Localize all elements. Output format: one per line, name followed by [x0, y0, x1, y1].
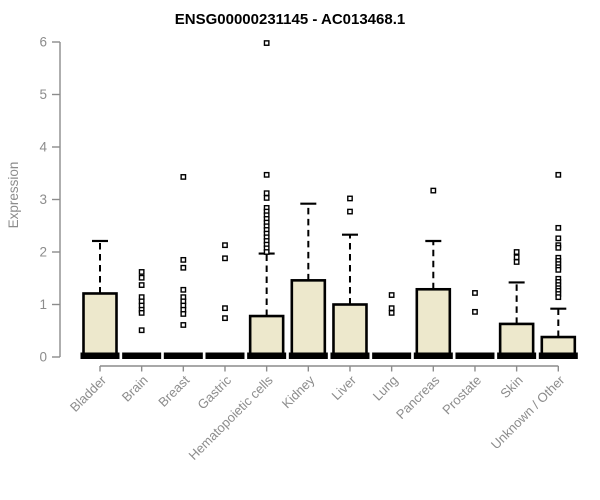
- outlier-point: [472, 290, 478, 296]
- outlier-point: [222, 242, 228, 249]
- x-tick-label-pancreas: Pancreas: [393, 372, 443, 422]
- outlier-point: [347, 208, 353, 215]
- outlier-point: [555, 294, 562, 301]
- iqr-box-skin: [498, 322, 535, 359]
- outlier-point: [180, 311, 187, 317]
- outlier-point: [138, 310, 145, 316]
- chart-title: ENSG00000231145 - AC013468.1: [174, 11, 406, 28]
- y-tick-label: 6: [39, 35, 47, 50]
- y-axis: 0 1 2 3 4 5 6: [39, 35, 61, 365]
- box-prostate: [455, 290, 495, 360]
- outlier-point: [555, 224, 562, 231]
- y-tick-label: 5: [39, 87, 47, 102]
- outlier-point: [138, 282, 145, 288]
- x-tick-label-breast: Breast: [155, 372, 192, 409]
- outlier-point: [138, 269, 145, 275]
- outlier-point: [263, 195, 270, 201]
- outlier-point: [388, 292, 395, 298]
- x-tick-label-kidney: Kidney: [279, 372, 318, 411]
- x-tick-label-skin: Skin: [497, 373, 525, 401]
- box-gastric: [205, 242, 245, 360]
- outlier-point: [180, 286, 187, 293]
- iqr-box-hematopoietic-cells: [248, 314, 285, 359]
- box-unknown-other: [538, 171, 578, 360]
- iqr-box-bladder: [82, 292, 118, 359]
- outlier-point: [472, 308, 478, 315]
- outlier-point: [430, 187, 437, 194]
- outlier-point: [263, 40, 270, 46]
- box-lung: [372, 292, 412, 360]
- outlier-point: [513, 254, 520, 261]
- box-breast: [163, 174, 203, 360]
- box-brain: [122, 269, 162, 360]
- outlier-point: [555, 235, 562, 242]
- x-tick-label-brain: Brain: [119, 373, 151, 405]
- x-tick-label-prostate: Prostate: [439, 373, 484, 418]
- box-pancreas: [413, 187, 453, 360]
- x-tick-label-bladder: Bladder: [67, 372, 110, 415]
- x-tick-label-gastric: Gastric: [194, 372, 234, 412]
- x-tick-label-liver: Liver: [329, 372, 360, 403]
- box-kidney: [288, 202, 328, 360]
- outlier-point: [180, 264, 187, 271]
- box-liver: [330, 195, 370, 360]
- y-tick-label: 2: [39, 245, 47, 260]
- outlier-point: [555, 244, 562, 251]
- y-tick-label: 4: [39, 140, 47, 155]
- outlier-point: [513, 249, 520, 255]
- box-skin: [497, 249, 537, 360]
- outlier-point: [513, 259, 520, 265]
- outlier-point: [388, 305, 395, 312]
- outlier-point: [222, 255, 228, 262]
- outlier-point: [180, 256, 187, 263]
- outlier-point: [263, 190, 270, 197]
- x-tick-label-unknown-other: Unknown / Other: [488, 372, 568, 452]
- iqr-box-liver: [332, 303, 368, 359]
- box-hematopoietic-cells: [247, 40, 287, 360]
- outlier-point: [388, 310, 395, 316]
- outlier-point: [222, 315, 228, 322]
- outlier-point: [138, 274, 145, 281]
- iqr-box-pancreas: [415, 287, 452, 359]
- iqr-box-kidney: [290, 279, 327, 359]
- y-tick-label: 0: [39, 350, 47, 365]
- y-tick-label: 1: [39, 297, 47, 312]
- outlier-point: [222, 305, 228, 312]
- outlier-point: [263, 249, 270, 255]
- box-bladder: [80, 239, 120, 360]
- outlier-point: [180, 322, 187, 328]
- outlier-point: [555, 266, 562, 273]
- outlier-point: [555, 171, 562, 178]
- outlier-point: [180, 174, 187, 180]
- outlier-point: [263, 171, 270, 178]
- outlier-point: [347, 195, 353, 202]
- x-tick-label-lung: Lung: [370, 373, 401, 404]
- y-tick-label: 3: [39, 192, 47, 207]
- outlier-point: [138, 327, 145, 334]
